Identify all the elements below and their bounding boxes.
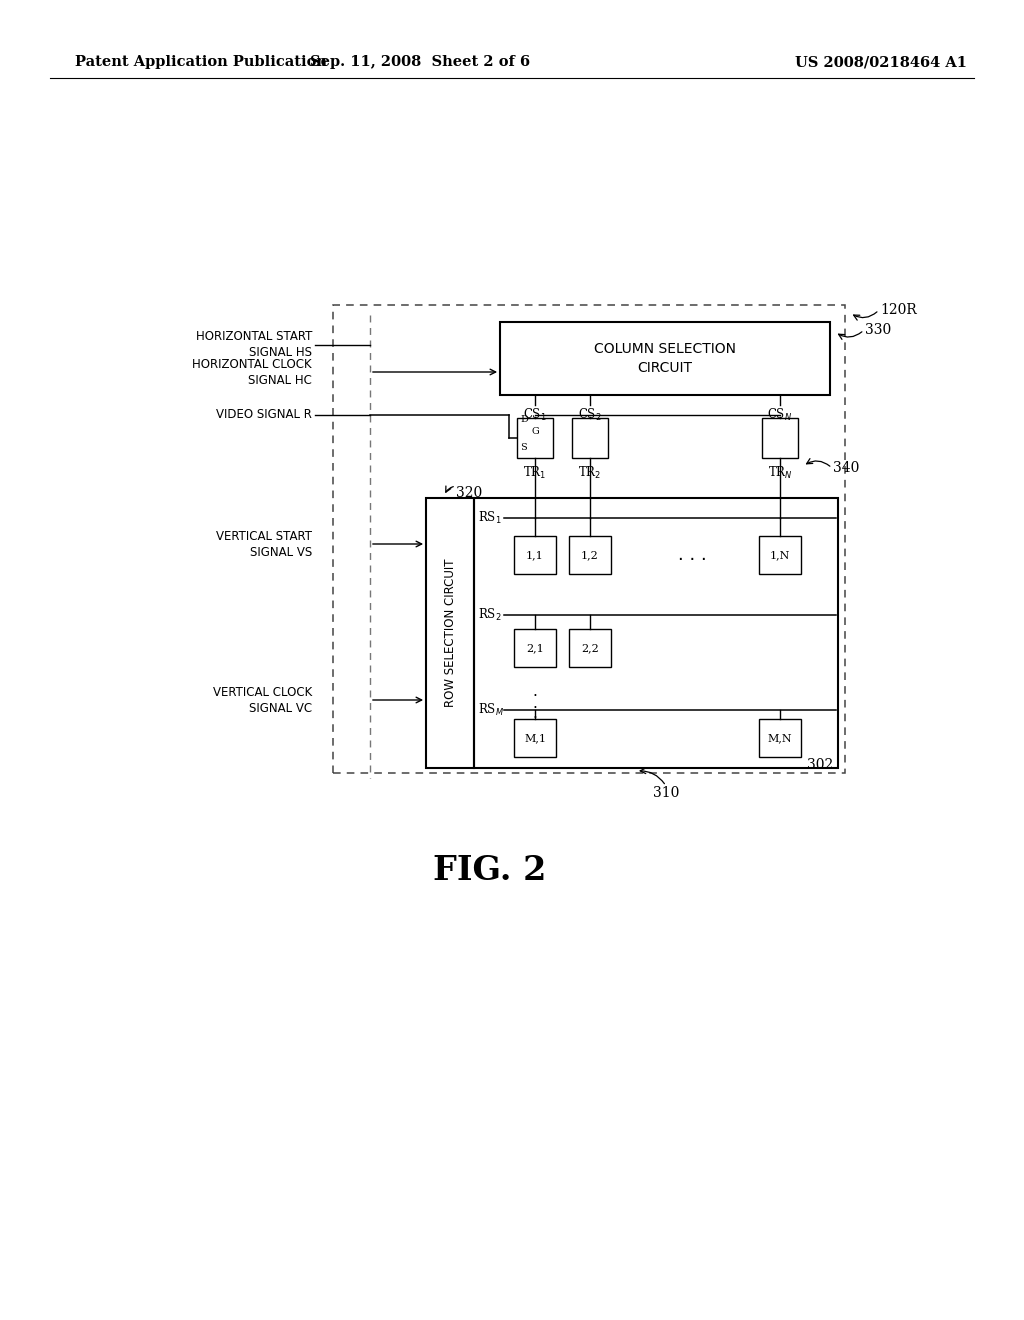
Text: .: . [532,685,538,700]
Text: Sep. 11, 2008  Sheet 2 of 6: Sep. 11, 2008 Sheet 2 of 6 [310,55,530,69]
Text: RS$_2$: RS$_2$ [478,607,502,623]
Text: 320: 320 [456,486,482,500]
Text: ROW SELECTION CIRCUIT: ROW SELECTION CIRCUIT [443,558,457,708]
Text: COLUMN SELECTION
CIRCUIT: COLUMN SELECTION CIRCUIT [594,342,736,375]
Bar [569,630,611,667]
Text: G: G [531,426,539,436]
Bar [514,630,556,667]
Bar [514,536,556,574]
Text: RS$_M$: RS$_M$ [478,702,504,718]
Text: Patent Application Publication: Patent Application Publication [75,55,327,69]
Text: .: . [532,696,538,710]
Text: 1,2: 1,2 [582,550,599,560]
Text: CS$_1$: CS$_1$ [523,407,547,424]
Text: M,1: M,1 [524,733,546,743]
Text: TR$_2$: TR$_2$ [579,465,602,480]
Text: .: . [532,706,538,722]
Text: 340: 340 [833,461,859,475]
Text: TR$_1$: TR$_1$ [523,465,547,480]
Bar [517,418,553,458]
Text: 1,N: 1,N [770,550,791,560]
Text: VERTICAL CLOCK: VERTICAL CLOCK [213,685,312,698]
Text: 120R: 120R [880,304,916,317]
Bar [500,322,830,395]
Text: SIGNAL VC: SIGNAL VC [249,701,312,714]
Text: FIG. 2: FIG. 2 [433,854,547,887]
Text: S: S [520,444,526,451]
Text: SIGNAL VS: SIGNAL VS [250,545,312,558]
Bar [762,418,798,458]
Text: HORIZONTAL START: HORIZONTAL START [196,330,312,343]
Bar [572,418,608,458]
Text: CS$_2$: CS$_2$ [579,407,602,424]
Text: . . .: . . . [678,546,707,564]
Text: M,N: M,N [768,733,793,743]
Bar [569,536,611,574]
Text: VERTICAL START: VERTICAL START [216,529,312,543]
Text: SIGNAL HC: SIGNAL HC [248,374,312,387]
Text: HORIZONTAL CLOCK: HORIZONTAL CLOCK [193,358,312,371]
Bar [759,719,801,756]
Text: 1,1: 1,1 [526,550,544,560]
Bar [474,498,838,768]
Text: SIGNAL HS: SIGNAL HS [249,346,312,359]
Text: D: D [520,414,528,424]
Text: US 2008/0218464 A1: US 2008/0218464 A1 [795,55,967,69]
Text: 2,1: 2,1 [526,643,544,653]
Text: CS$_N$: CS$_N$ [767,407,793,424]
Bar [333,305,845,774]
Bar [759,536,801,574]
Text: RS$_1$: RS$_1$ [478,510,502,527]
Text: 310: 310 [653,785,679,800]
Text: 302: 302 [807,758,833,772]
Bar [514,719,556,756]
Text: 2,2: 2,2 [582,643,599,653]
Text: 330: 330 [865,323,891,337]
Bar [426,498,474,768]
Text: TR$_N$: TR$_N$ [768,465,793,480]
Text: VIDEO SIGNAL R: VIDEO SIGNAL R [216,408,312,421]
